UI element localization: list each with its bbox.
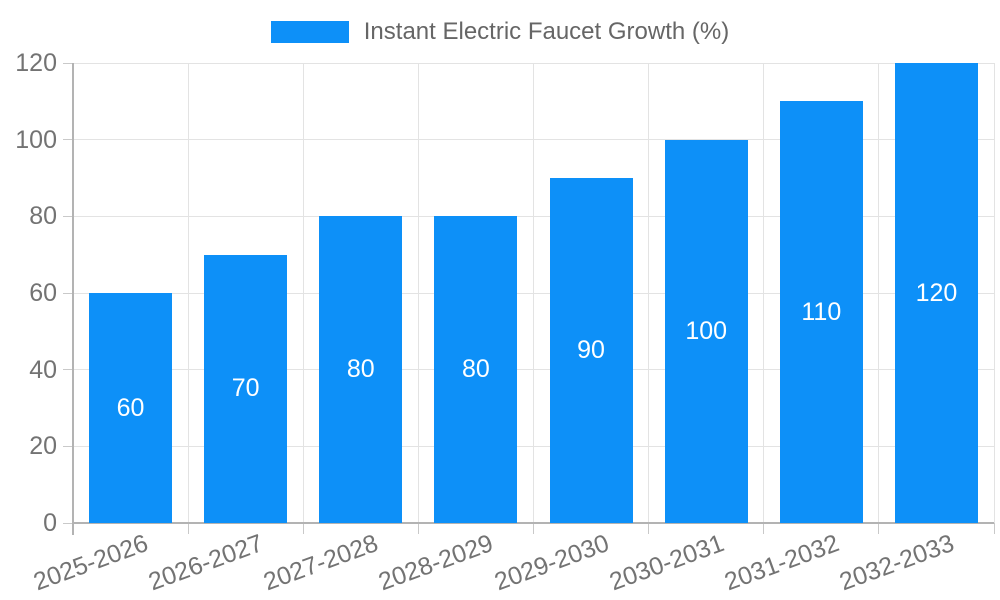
x-tick-label: 2029-2030	[490, 529, 613, 597]
x-tick-label: 2032-2033	[835, 529, 958, 597]
x-tick-label: 2030-2031	[605, 529, 728, 597]
y-tick-mark	[63, 62, 73, 64]
bar-value-label: 80	[346, 355, 375, 384]
bar-value-label: 90	[577, 336, 605, 364]
x-tick-mark	[648, 523, 650, 534]
x-gridline	[993, 63, 995, 523]
bar-value-label: 70	[231, 374, 260, 403]
bar-value-label: 60	[116, 393, 145, 422]
x-tick-mark	[302, 523, 304, 534]
bar-value-label: 100	[685, 316, 728, 345]
bar-value-label: 110	[801, 297, 842, 326]
legend-swatch	[270, 21, 349, 43]
y-tick-label: 120	[15, 49, 57, 77]
y-tick-label: 40	[29, 355, 57, 384]
x-axis-line	[72, 522, 994, 524]
x-tick-mark	[763, 523, 765, 534]
x-gridline	[417, 63, 419, 523]
bar-2031-2032[interactable]: 110	[779, 101, 863, 523]
x-gridline	[302, 63, 304, 523]
legend-label: Instant Electric Faucet Growth (%)	[363, 18, 730, 45]
y-tick-label: 0	[43, 509, 57, 537]
x-tick-label: 2025-2026	[29, 529, 152, 597]
y-tick-label: 60	[29, 279, 57, 307]
bar-2032-2033[interactable]: 120	[894, 63, 978, 523]
x-tick-mark	[993, 523, 995, 534]
y-tick-label: 80	[29, 202, 57, 231]
x-tick-mark	[533, 523, 534, 534]
y-tick-mark	[63, 292, 73, 294]
x-gridline	[763, 63, 765, 523]
x-gridline	[533, 63, 534, 523]
y-tick-label: 100	[15, 125, 57, 154]
x-tick-label: 2028-2029	[375, 529, 498, 597]
y-axis-line	[72, 63, 74, 535]
y-tick-label: 20	[29, 432, 57, 461]
x-tick-mark	[187, 523, 189, 534]
bar-2029-2030[interactable]: 90	[549, 178, 633, 523]
x-tick-mark	[878, 523, 880, 534]
x-gridline	[878, 63, 880, 523]
x-tick-label: 2026-2027	[144, 529, 267, 597]
bar-2028-2029[interactable]: 80	[434, 216, 518, 523]
legend-item[interactable]: Instant Electric Faucet Growth (%)	[0, 16, 1000, 48]
y-tick-mark	[63, 369, 73, 371]
x-tick-label: 2027-2028	[260, 529, 383, 597]
y-tick-mark	[63, 215, 73, 217]
bar-value-label: 80	[462, 355, 490, 384]
bar-2026-2027[interactable]: 70	[204, 254, 288, 523]
x-gridline	[187, 63, 189, 523]
y-tick-mark	[63, 445, 73, 447]
bar-2025-2026[interactable]: 60	[89, 293, 173, 523]
bar-2030-2031[interactable]: 100	[664, 139, 748, 523]
x-tick-label: 2031-2032	[720, 529, 843, 597]
y-tick-mark	[63, 522, 73, 524]
bar-value-label: 120	[915, 278, 958, 307]
x-gridline	[648, 63, 650, 523]
bar-2027-2028[interactable]: 80	[319, 216, 403, 523]
y-tick-mark	[63, 139, 73, 141]
x-tick-mark	[417, 523, 419, 534]
